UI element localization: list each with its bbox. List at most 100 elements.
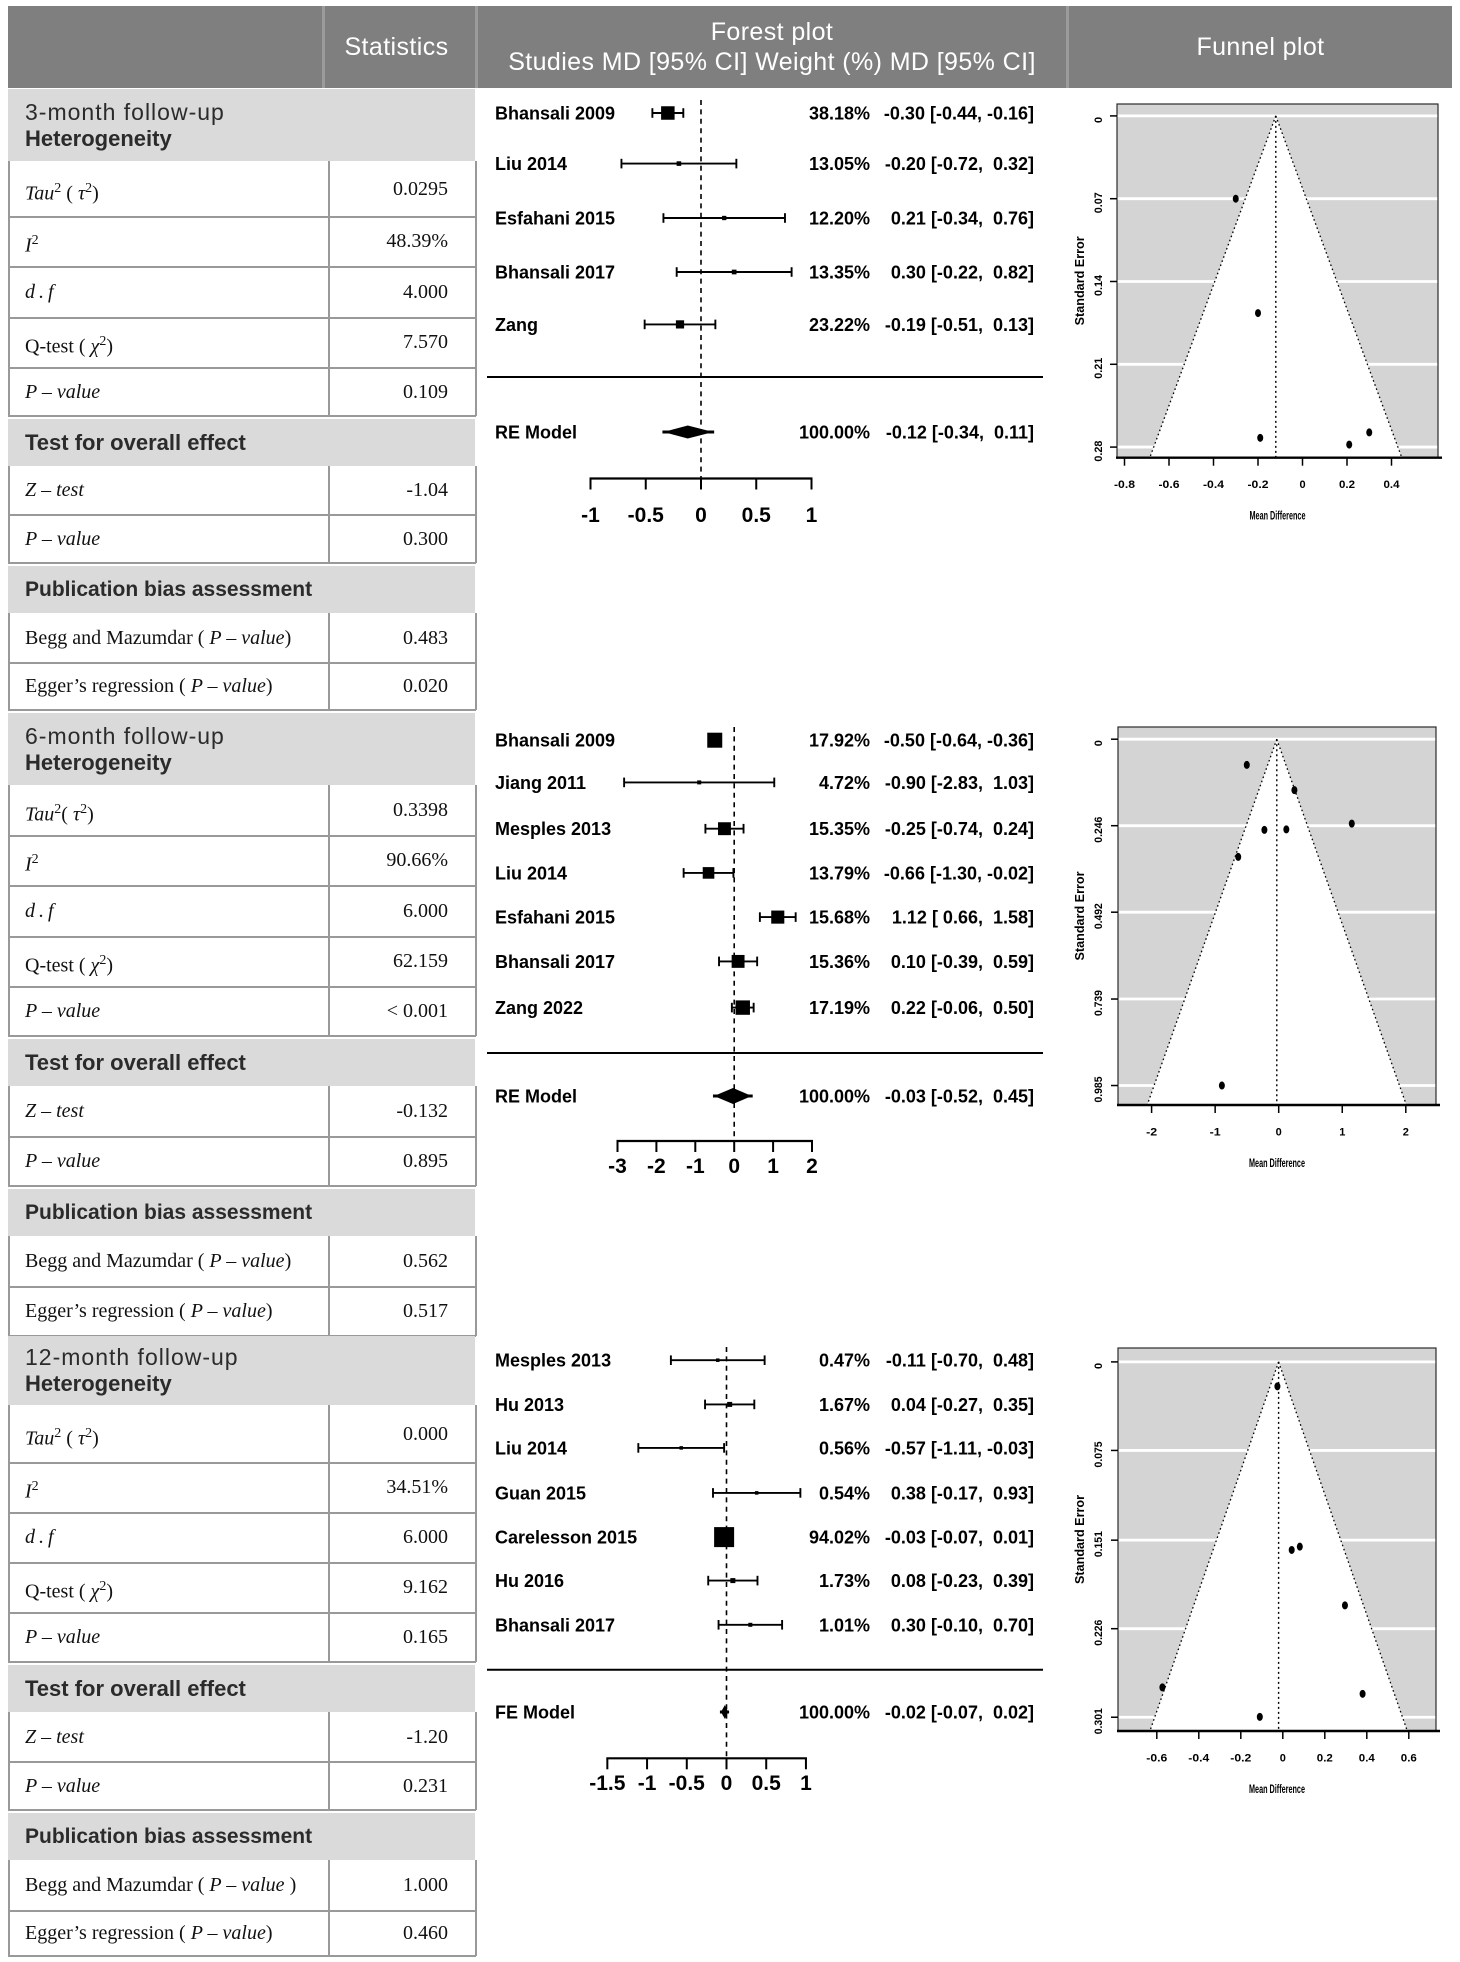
svg-text:1: 1 xyxy=(767,1155,779,1178)
svg-text:Bhansali 2017: Bhansali 2017 xyxy=(495,1615,615,1635)
svg-text:Hu 2016: Hu 2016 xyxy=(495,1571,564,1591)
svg-text:RE Model: RE Model xyxy=(495,1087,577,1107)
svg-text:38.18%: 38.18% xyxy=(809,104,870,124)
svg-text:Bhansali 2017: Bhansali 2017 xyxy=(495,952,615,972)
svg-text:0.08 [-0.23, 0.39]: 0.08 [-0.23, 0.39] xyxy=(891,1571,1034,1591)
svg-text:Jiang 2011: Jiang 2011 xyxy=(495,773,586,793)
svg-text:Carelesson 2015: Carelesson 2015 xyxy=(495,1528,637,1548)
svg-text:13.05%: 13.05% xyxy=(809,154,870,174)
svg-text:-1: -1 xyxy=(1210,1127,1221,1139)
svg-text:Bhansali 2009: Bhansali 2009 xyxy=(495,104,615,124)
svg-text:15.36%: 15.36% xyxy=(809,952,870,972)
svg-text:0.492: 0.492 xyxy=(1093,903,1105,929)
svg-text:0: 0 xyxy=(721,1772,733,1795)
svg-text:-2: -2 xyxy=(647,1155,666,1178)
svg-text:0.4: 0.4 xyxy=(1384,479,1401,491)
svg-text:0.226: 0.226 xyxy=(1093,1620,1105,1646)
svg-text:-0.03 [-0.52, 0.45]: -0.03 [-0.52, 0.45] xyxy=(885,1087,1034,1107)
svg-text:Liu 2014: Liu 2014 xyxy=(495,154,567,174)
svg-text:17.92%: 17.92% xyxy=(809,731,870,751)
svg-text:-0.8: -0.8 xyxy=(1114,479,1135,491)
svg-text:RE Model: RE Model xyxy=(495,423,577,443)
svg-text:Esfahani 2015: Esfahani 2015 xyxy=(495,908,615,928)
svg-text:0: 0 xyxy=(728,1155,740,1178)
svg-text:-0.30 [-0.44, -0.16]: -0.30 [-0.44, -0.16] xyxy=(884,104,1034,124)
svg-text:-0.02 [-0.07, 0.02]: -0.02 [-0.07, 0.02] xyxy=(885,1703,1034,1723)
svg-text:0.22 [-0.06, 0.50]: 0.22 [-0.06, 0.50] xyxy=(891,998,1034,1018)
svg-text:Guan 2015: Guan 2015 xyxy=(495,1483,586,1503)
svg-text:0: 0 xyxy=(1093,1363,1105,1369)
svg-text:0.47%: 0.47% xyxy=(819,1351,870,1371)
svg-text:0: 0 xyxy=(1280,1753,1286,1765)
svg-text:1.73%: 1.73% xyxy=(819,1571,870,1591)
svg-text:-0.4: -0.4 xyxy=(1188,1753,1210,1765)
svg-text:-1: -1 xyxy=(686,1155,705,1178)
svg-text:-0.4: -0.4 xyxy=(1203,479,1225,491)
svg-text:0.38 [-0.17, 0.93]: 0.38 [-0.17, 0.93] xyxy=(891,1483,1034,1503)
svg-text:23.22%: 23.22% xyxy=(809,315,870,335)
svg-text:0.14: 0.14 xyxy=(1093,274,1105,296)
svg-text:0.07: 0.07 xyxy=(1093,192,1105,213)
svg-text:Mean Difference: Mean Difference xyxy=(1250,509,1306,523)
svg-text:0.739: 0.739 xyxy=(1093,990,1105,1016)
svg-text:Bhansali 2017: Bhansali 2017 xyxy=(495,263,615,283)
svg-text:0.5: 0.5 xyxy=(752,1772,782,1795)
svg-text:1.01%: 1.01% xyxy=(819,1615,870,1635)
svg-text:0.21: 0.21 xyxy=(1093,358,1105,379)
svg-text:0.21 [-0.34, 0.76]: 0.21 [-0.34, 0.76] xyxy=(891,209,1034,229)
svg-text:0.2: 0.2 xyxy=(1317,1753,1333,1765)
svg-text:-0.6: -0.6 xyxy=(1159,479,1180,491)
svg-text:-0.50 [-0.64, -0.36]: -0.50 [-0.64, -0.36] xyxy=(884,731,1034,751)
svg-text:-0.11 [-0.70, 0.48]: -0.11 [-0.70, 0.48] xyxy=(886,1351,1034,1371)
svg-text:0.30 [-0.22, 0.82]: 0.30 [-0.22, 0.82] xyxy=(891,263,1034,283)
svg-text:Bhansali 2009: Bhansali 2009 xyxy=(495,731,615,751)
svg-text:0.28: 0.28 xyxy=(1093,441,1105,462)
svg-text:1.67%: 1.67% xyxy=(819,1395,870,1415)
svg-text:-0.66 [-1.30, -0.02]: -0.66 [-1.30, -0.02] xyxy=(884,863,1034,883)
svg-text:-0.6: -0.6 xyxy=(1146,1753,1167,1765)
svg-text:0.6: 0.6 xyxy=(1401,1753,1417,1765)
svg-text:0: 0 xyxy=(1093,117,1105,123)
svg-text:13.35%: 13.35% xyxy=(809,263,870,283)
svg-text:-1.5: -1.5 xyxy=(589,1772,626,1795)
svg-text:4.72%: 4.72% xyxy=(819,773,870,793)
svg-text:1: 1 xyxy=(806,504,818,527)
svg-text:0: 0 xyxy=(695,504,707,527)
svg-text:Mean Difference: Mean Difference xyxy=(1249,1156,1305,1170)
svg-text:FE Model: FE Model xyxy=(495,1703,575,1723)
svg-text:2: 2 xyxy=(806,1155,818,1178)
svg-text:-0.2: -0.2 xyxy=(1248,479,1269,491)
svg-text:Esfahani 2015: Esfahani 2015 xyxy=(495,209,615,229)
svg-text:Standard Error: Standard Error xyxy=(1072,872,1087,961)
svg-text:-0.5: -0.5 xyxy=(628,504,665,527)
svg-text:Mean Difference: Mean Difference xyxy=(1249,1782,1305,1796)
svg-text:Hu 2013: Hu 2013 xyxy=(495,1395,564,1415)
svg-text:-0.12 [-0.34, 0.11]: -0.12 [-0.34, 0.11] xyxy=(886,423,1034,443)
svg-text:Zang 2022: Zang 2022 xyxy=(495,998,583,1018)
svg-text:15.35%: 15.35% xyxy=(809,819,870,839)
svg-text:-1: -1 xyxy=(638,1772,657,1795)
svg-text:-0.19 [-0.51, 0.13]: -0.19 [-0.51, 0.13] xyxy=(885,315,1034,335)
svg-text:-3: -3 xyxy=(608,1155,627,1178)
svg-text:0.10 [-0.39, 0.59]: 0.10 [-0.39, 0.59] xyxy=(891,952,1034,972)
svg-text:Mesples 2013: Mesples 2013 xyxy=(495,819,611,839)
svg-text:1: 1 xyxy=(800,1772,812,1795)
svg-text:0: 0 xyxy=(1299,479,1305,491)
svg-text:0.246: 0.246 xyxy=(1093,817,1105,843)
svg-text:0.4: 0.4 xyxy=(1359,1753,1376,1765)
svg-text:Zang: Zang xyxy=(495,315,538,335)
svg-text:100.00%: 100.00% xyxy=(799,1703,870,1723)
svg-text:0.2: 0.2 xyxy=(1339,479,1355,491)
svg-text:0.985: 0.985 xyxy=(1093,1077,1105,1103)
svg-text:-0.25 [-0.74, 0.24]: -0.25 [-0.74, 0.24] xyxy=(885,819,1034,839)
svg-text:100.00%: 100.00% xyxy=(799,1087,870,1107)
svg-text:-0.5: -0.5 xyxy=(669,1772,706,1795)
svg-text:100.00%: 100.00% xyxy=(799,423,870,443)
svg-text:-2: -2 xyxy=(1146,1127,1157,1139)
svg-text:-0.20 [-0.72, 0.32]: -0.20 [-0.72, 0.32] xyxy=(885,154,1034,174)
svg-text:-1: -1 xyxy=(581,504,600,527)
svg-text:0.54%: 0.54% xyxy=(819,1483,870,1503)
svg-text:1: 1 xyxy=(1339,1127,1345,1139)
svg-text:0.5: 0.5 xyxy=(742,504,772,527)
svg-text:0.04 [-0.27, 0.35]: 0.04 [-0.27, 0.35] xyxy=(891,1395,1034,1415)
